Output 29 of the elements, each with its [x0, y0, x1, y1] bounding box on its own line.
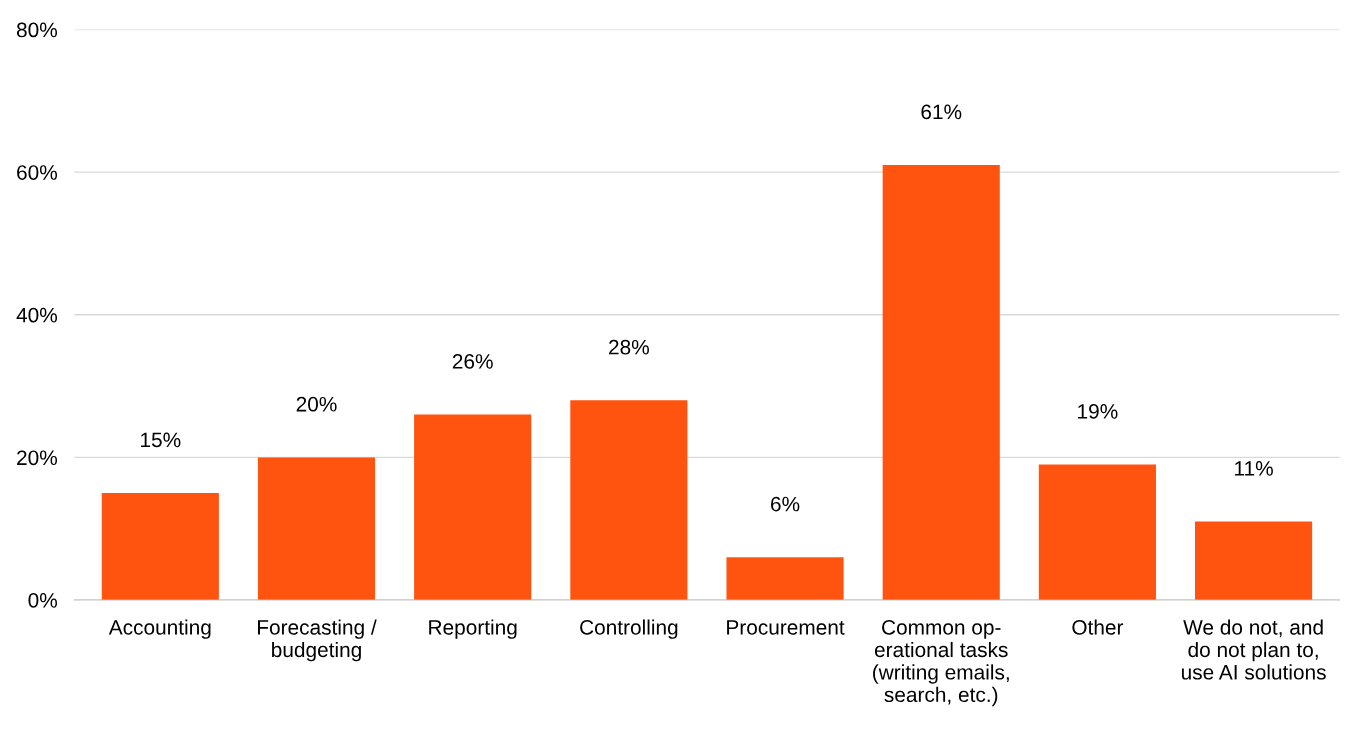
- y-tick-label: 60%: [17, 165, 58, 180]
- x-tick-label: Accounting: [108, 619, 211, 639]
- data-label: 19%: [1078, 403, 1118, 419]
- bar: [570, 400, 688, 600]
- x-tick-label: Other: [1072, 619, 1124, 635]
- data-label: 28%: [609, 339, 649, 355]
- data-label: 11%: [1235, 461, 1273, 476]
- data-label: 61%: [921, 104, 962, 120]
- x-tick-label: We do not, and do not plan to, use AI solutions: [1181, 619, 1326, 680]
- x-tick-label: Controlling: [580, 619, 678, 639]
- data-label: 15%: [141, 432, 181, 448]
- bar: [726, 557, 844, 600]
- x-tick-label: Common op- erational tasks (writing emails, search, etc.): [873, 619, 1009, 707]
- x-tick-label: Reporting: [429, 619, 517, 639]
- data-label: 6%: [771, 496, 800, 512]
- bar: [257, 457, 376, 600]
- x-tick-label: Procurement: [727, 620, 845, 635]
- data-label: 20%: [296, 396, 337, 412]
- y-tick-label: 20%: [17, 450, 58, 466]
- bar: [1195, 521, 1313, 600]
- bar: [414, 414, 532, 600]
- bar: [882, 165, 1000, 600]
- y-tick-label: 80%: [16, 22, 58, 38]
- bar: [101, 493, 219, 600]
- y-tick-label: 0%: [28, 593, 58, 608]
- y-tick-label: 40%: [16, 307, 58, 323]
- bar: [1038, 464, 1156, 600]
- x-tick-label: Forecasting / budgeting: [258, 619, 377, 662]
- data-label: 26%: [452, 354, 493, 369]
